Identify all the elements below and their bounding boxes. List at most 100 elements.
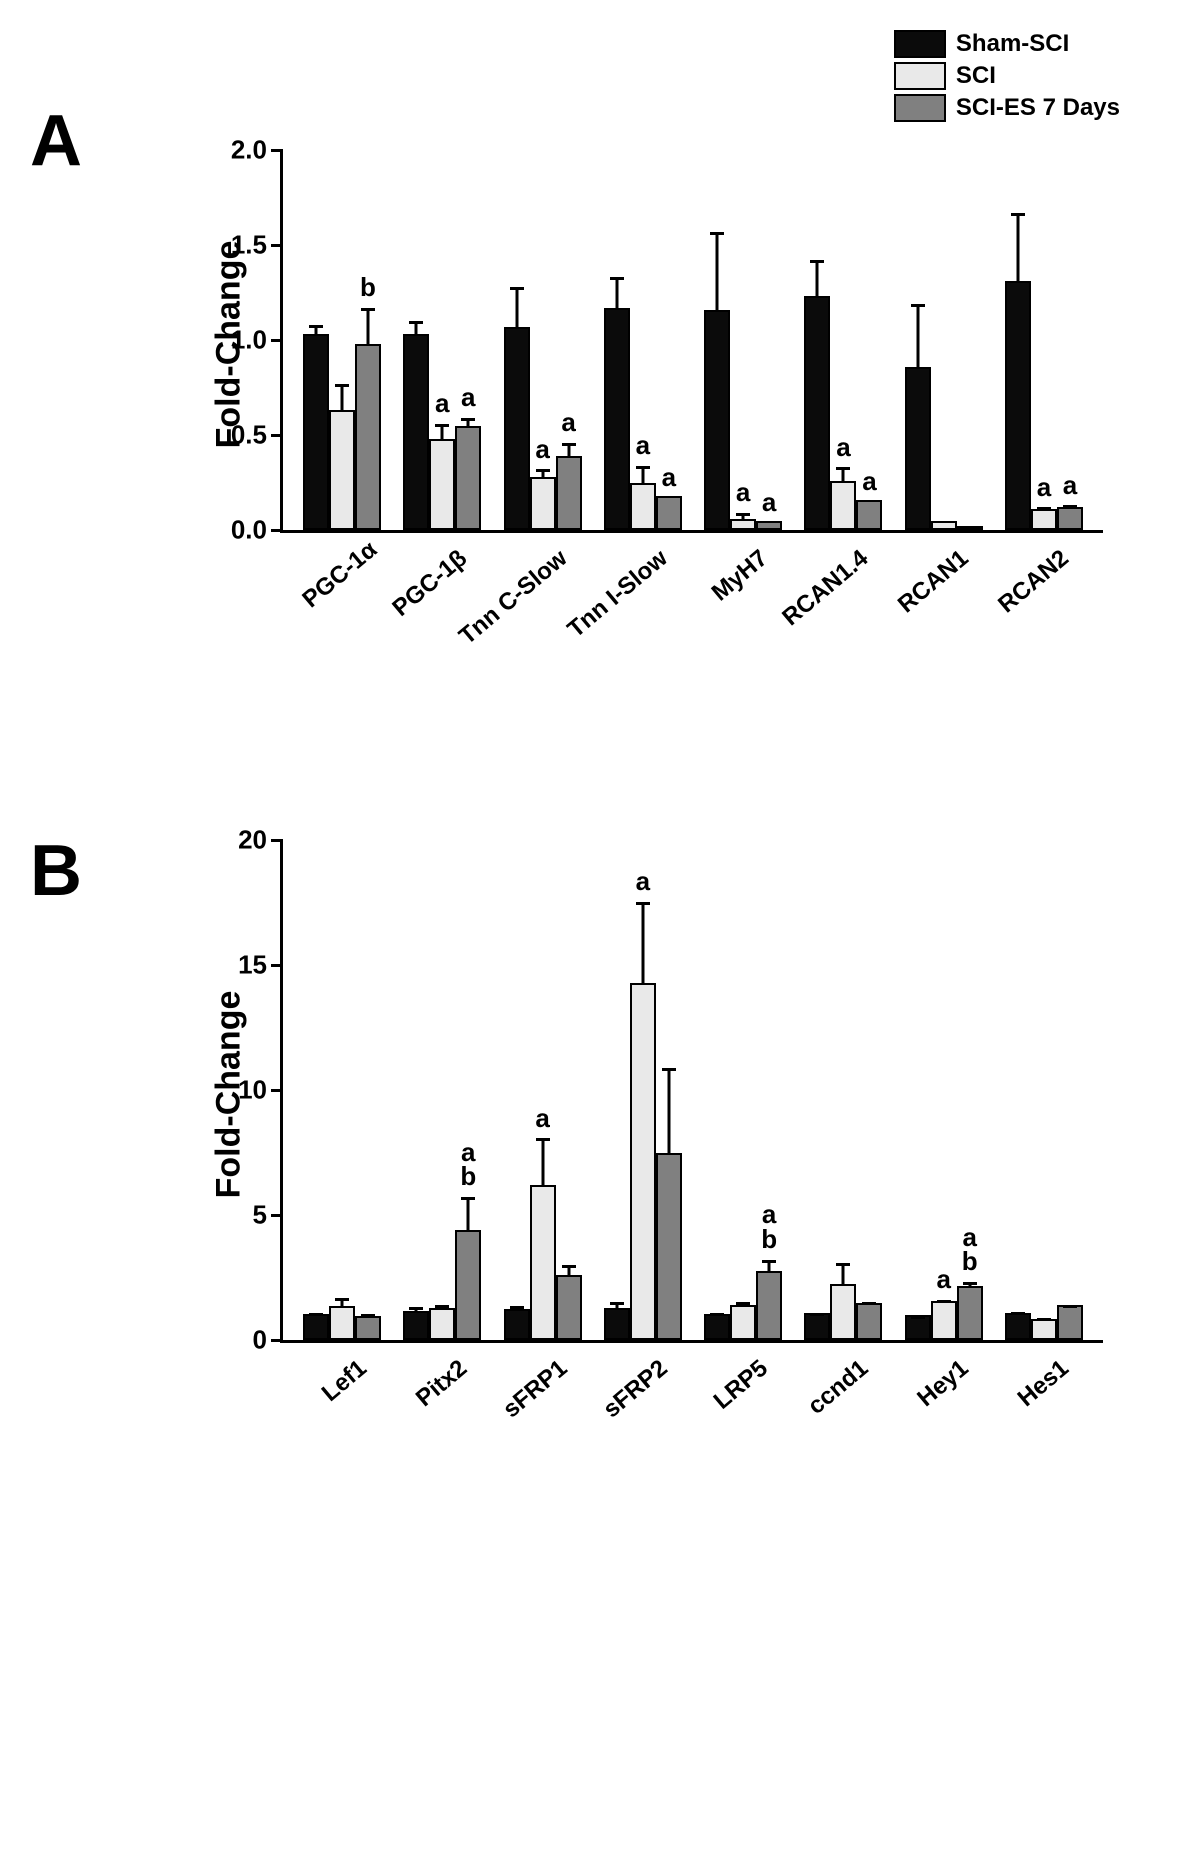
bar bbox=[455, 426, 481, 531]
legend-swatch-scies bbox=[894, 94, 946, 122]
bar bbox=[429, 439, 455, 530]
legend-label: SCI-ES 7 Days bbox=[956, 94, 1120, 122]
error-bar bbox=[736, 513, 750, 521]
bar bbox=[1005, 281, 1031, 530]
significance-label: a bbox=[936, 1267, 950, 1292]
y-tick bbox=[271, 1214, 283, 1217]
bar bbox=[756, 521, 782, 531]
y-tick bbox=[271, 529, 283, 532]
bar bbox=[355, 1316, 381, 1341]
plot-area-b: 05101520Lef1abPitx2asFRP1asFRP2abLRP5ccn… bbox=[280, 840, 1103, 1343]
bar bbox=[756, 1271, 782, 1340]
error-bar bbox=[662, 1068, 676, 1154]
plot-area-a: 0.00.51.01.52.0bPGC-1αaaPGC-1βaaTnn C-Sl… bbox=[280, 150, 1103, 533]
bar bbox=[329, 1306, 355, 1340]
error-bar bbox=[911, 1316, 925, 1317]
bar bbox=[604, 308, 630, 530]
bar-group bbox=[604, 308, 682, 530]
bar-group bbox=[303, 334, 381, 530]
bar bbox=[329, 410, 355, 530]
significance-label: a bbox=[1063, 473, 1077, 498]
error-bar bbox=[1063, 1305, 1077, 1308]
significance-label: a bbox=[662, 465, 676, 490]
y-tick-label: 0 bbox=[253, 1325, 267, 1356]
significance-label: a bbox=[435, 391, 449, 416]
error-bar bbox=[1011, 1312, 1025, 1315]
error-bar bbox=[636, 466, 650, 485]
bar bbox=[429, 1308, 455, 1341]
error-bar bbox=[1037, 1318, 1051, 1321]
y-tick-label: 10 bbox=[238, 1075, 267, 1106]
bar bbox=[856, 1303, 882, 1341]
error-bar bbox=[610, 1302, 624, 1310]
bar bbox=[556, 456, 582, 530]
y-tick-label: 15 bbox=[238, 950, 267, 981]
error-bar bbox=[911, 304, 925, 369]
bar-group bbox=[1005, 1305, 1083, 1340]
y-tick bbox=[271, 149, 283, 152]
bar bbox=[1031, 509, 1057, 530]
bar bbox=[1005, 1313, 1031, 1341]
significance-label: ab bbox=[460, 1140, 476, 1189]
error-bar bbox=[862, 1302, 876, 1305]
y-tick bbox=[271, 1339, 283, 1342]
error-bar bbox=[836, 467, 850, 482]
panel-label-b: B bbox=[30, 830, 82, 912]
bar bbox=[630, 983, 656, 1341]
legend-label: Sham-SCI bbox=[956, 30, 1069, 58]
bar bbox=[804, 296, 830, 530]
significance-label: a bbox=[535, 1106, 549, 1131]
chart-a: Fold-Change 0.00.51.01.52.0bPGC-1αaaPGC-… bbox=[280, 150, 1100, 530]
bar bbox=[730, 519, 756, 530]
y-tick-label: 5 bbox=[253, 1200, 267, 1231]
error-bar bbox=[1063, 505, 1077, 509]
significance-label: a bbox=[461, 385, 475, 410]
error-bar bbox=[810, 260, 824, 298]
y-tick-label: 0.5 bbox=[231, 420, 267, 451]
bar-group bbox=[403, 1230, 481, 1340]
significance-label: a bbox=[636, 433, 650, 458]
bar-group bbox=[604, 983, 682, 1341]
x-category-label: LRP5 bbox=[391, 1355, 773, 1682]
bar-group bbox=[504, 1185, 582, 1340]
bar bbox=[730, 1305, 756, 1340]
y-tick-label: 20 bbox=[238, 825, 267, 856]
error-bar bbox=[963, 1282, 977, 1288]
y-tick-label: 0.0 bbox=[231, 515, 267, 546]
bar bbox=[303, 334, 329, 530]
error-bar bbox=[836, 1263, 850, 1286]
bar bbox=[455, 1230, 481, 1340]
legend-item: SCI bbox=[894, 62, 1120, 90]
bar bbox=[957, 1286, 983, 1340]
y-tick-label: 1.5 bbox=[231, 230, 267, 261]
x-category-label: Lef1 bbox=[297, 1355, 372, 1424]
y-tick-label: 2.0 bbox=[231, 135, 267, 166]
bar bbox=[905, 367, 931, 530]
bar bbox=[303, 1314, 329, 1340]
error-bar bbox=[435, 424, 449, 441]
error-bar bbox=[810, 1313, 824, 1316]
error-bar bbox=[937, 1300, 951, 1304]
error-bar bbox=[409, 1307, 423, 1313]
error-bar bbox=[335, 1298, 349, 1308]
bar bbox=[530, 1185, 556, 1340]
error-bar bbox=[335, 384, 349, 413]
error-bar bbox=[435, 1305, 449, 1310]
bar-group bbox=[905, 1286, 983, 1340]
bar bbox=[504, 327, 530, 530]
significance-label: ab bbox=[962, 1225, 978, 1274]
significance-label: b bbox=[360, 275, 376, 300]
error-bar bbox=[361, 1314, 375, 1318]
error-bar bbox=[309, 1313, 323, 1316]
legend: Sham-SCI SCI SCI-ES 7 Days bbox=[894, 30, 1120, 126]
y-tick bbox=[271, 339, 283, 342]
error-bar bbox=[510, 1306, 524, 1311]
error-bar bbox=[710, 1313, 724, 1316]
bar bbox=[556, 1275, 582, 1340]
bar bbox=[504, 1309, 530, 1340]
error-bar bbox=[409, 321, 423, 336]
significance-label: a bbox=[736, 480, 750, 505]
error-bar bbox=[562, 1265, 576, 1278]
error-bar bbox=[309, 325, 323, 336]
y-tick bbox=[271, 244, 283, 247]
